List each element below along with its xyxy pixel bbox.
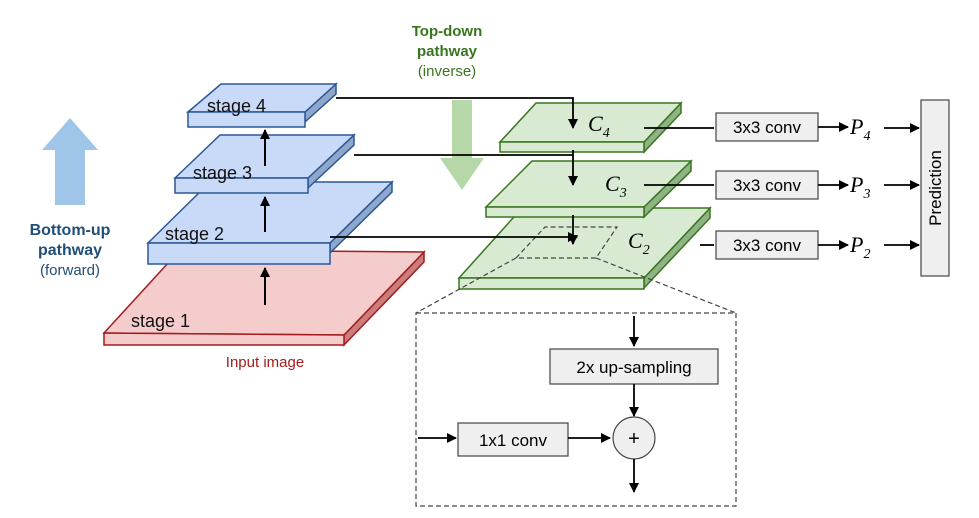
- detail-panel: [415, 312, 737, 507]
- top-down-subtitle: (inverse): [418, 63, 476, 80]
- svg-text:1x1 conv: 1x1 conv: [479, 431, 548, 450]
- zoom-line-left: [415, 257, 517, 314]
- svg-text:2x up-sampling: 2x up-sampling: [576, 358, 691, 377]
- stage-2-label: stage 2: [165, 224, 224, 244]
- top-down-title: Top-down: [412, 23, 483, 40]
- plus-node: +: [612, 416, 656, 460]
- c4-label: C4: [588, 111, 610, 141]
- lateral-stage4-c4: [336, 97, 578, 129]
- prediction-box: Prediction: [920, 99, 950, 277]
- input-image-label: Input image: [226, 354, 304, 371]
- top-down-title-2: pathway: [417, 43, 478, 60]
- p4-label: P4: [849, 114, 870, 144]
- c2-slab: [457, 206, 712, 290]
- conv3x3-box-3: 3x3 conv: [715, 170, 819, 200]
- p2-label: P2: [849, 232, 870, 262]
- stage-2-slab: [146, 180, 394, 265]
- svg-text:3x3 conv: 3x3 conv: [733, 236, 802, 255]
- stage-4-label: stage 4: [207, 96, 266, 116]
- p3-label: P3: [849, 172, 870, 202]
- conv1x1-box: 1x1 conv: [457, 422, 569, 457]
- c3-slab: [484, 159, 693, 219]
- c2-label: C2: [628, 228, 650, 258]
- stage-1-label: stage 1: [131, 311, 190, 331]
- c3-label: C3: [605, 171, 627, 201]
- svg-text:+: +: [628, 428, 640, 450]
- svg-text:3x3 conv: 3x3 conv: [733, 118, 802, 137]
- conv3x3-box-4: 3x3 conv: [715, 112, 819, 142]
- svg-text:3x3 conv: 3x3 conv: [733, 176, 802, 195]
- conv3x3-box-2: 3x3 conv: [715, 230, 819, 260]
- stage-3-label: stage 3: [193, 163, 252, 183]
- upsample-box: 2x up-sampling: [549, 348, 719, 385]
- bottom-up-arrow: [42, 118, 98, 205]
- zoom-line-right: [595, 257, 737, 314]
- svg-text:Prediction: Prediction: [926, 150, 945, 226]
- top-down-arrow: [440, 100, 484, 190]
- stage-4-slab: [185, 82, 338, 128]
- bottom-up-title-2: pathway: [38, 242, 102, 259]
- c4-slab: [498, 101, 683, 154]
- bottom-up-subtitle: (forward): [40, 262, 100, 279]
- bottom-up-title: Bottom-up: [30, 222, 111, 239]
